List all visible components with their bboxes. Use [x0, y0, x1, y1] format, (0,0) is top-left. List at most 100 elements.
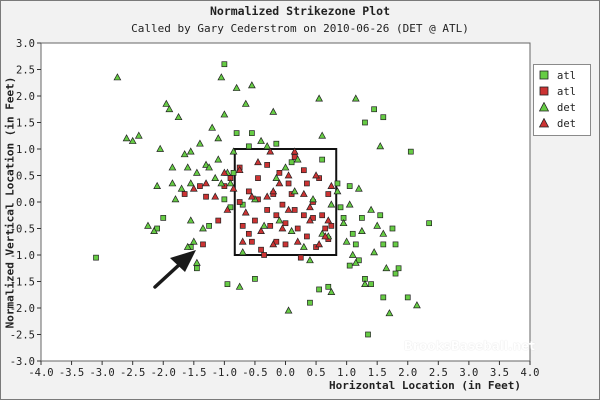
- pitch-point-triangle: [254, 158, 262, 166]
- pitch-point-triangle: [339, 218, 348, 227]
- pitch-point-square: [288, 159, 295, 166]
- pitch-point-square: [371, 106, 377, 113]
- pitch-point-triangle: [413, 301, 421, 309]
- pitch-point-triangle: [269, 240, 278, 248]
- y-tick-label: 3.0: [16, 38, 35, 50]
- pitch-point-triangle: [373, 221, 382, 229]
- pitch-point-triangle: [324, 216, 333, 224]
- chart-title: Normalized Strikezone Plot: [209, 4, 390, 18]
- pitch-point-triangle: [165, 105, 174, 113]
- legend-item: atl: [539, 85, 576, 99]
- pitch-point-triangle: [235, 282, 244, 290]
- pitch-point-square: [365, 331, 371, 338]
- pitch-point-triangle: [214, 155, 223, 163]
- pitch-point-triangle: [235, 165, 244, 174]
- pitch-point-square: [426, 220, 432, 227]
- pitch-point-square: [221, 196, 228, 203]
- legend-label: det: [557, 102, 576, 114]
- pitch-point-triangle: [211, 173, 220, 181]
- y-axis-label: Normalized Vertical Location (in Feet): [3, 76, 17, 329]
- pitch-point-square: [276, 170, 283, 176]
- pitch-point-triangle: [284, 306, 293, 314]
- pitch-point-triangle: [318, 131, 327, 139]
- pitch-point-square: [307, 299, 313, 306]
- pitch-point-square: [392, 241, 399, 248]
- pitch-point-square: [258, 246, 264, 253]
- y-tick-label: -2.0: [10, 303, 35, 315]
- pitch-point-triangle: [263, 142, 272, 150]
- pitch-point-triangle: [370, 248, 379, 256]
- pitch-point-triangle: [351, 258, 360, 266]
- pitch-point-square: [294, 225, 301, 232]
- pitch-point-triangle: [229, 184, 238, 192]
- pitch-point-triangle: [275, 179, 284, 187]
- pitch-point-triangle: [315, 94, 324, 102]
- y-tick-label: 2.0: [16, 91, 35, 103]
- pitch-point-triangle: [232, 83, 241, 91]
- pitch-point-square: [337, 204, 344, 211]
- pitch-point-triangle: [168, 163, 177, 171]
- y-tick-label: -2.5: [10, 330, 35, 342]
- pitch-point-square: [282, 241, 289, 248]
- pitch-point-triangle: [134, 131, 143, 139]
- pitch-point-triangle: [299, 242, 308, 250]
- pitch-point-square: [362, 119, 368, 126]
- legend-item: det: [538, 101, 576, 115]
- pitch-point-triangle: [220, 168, 229, 176]
- x-tick-label: -3.5: [59, 367, 84, 379]
- pitch-point-square: [407, 148, 414, 155]
- pitch-point-square: [261, 252, 267, 258]
- x-tick-label: 3.0: [459, 367, 478, 379]
- x-tick-label: 1.5: [368, 367, 387, 379]
- pitch-point-square: [380, 241, 387, 248]
- pitch-point-triangle: [379, 229, 388, 237]
- pitch-point-square: [267, 223, 274, 229]
- y-tick-label: 2.5: [16, 65, 35, 77]
- y-tick-label: 1.0: [16, 144, 35, 156]
- pitch-point-triangle: [229, 147, 238, 155]
- pitch-point-triangle: [281, 163, 290, 171]
- pitch-point-triangle: [177, 184, 186, 192]
- pitch-point-triangle: [376, 142, 385, 150]
- pitch-point-square: [160, 215, 167, 221]
- pitch-point-square: [389, 225, 396, 232]
- x-tick-label: -0.5: [242, 367, 267, 379]
- pitch-point-square: [334, 180, 341, 187]
- pitch-point-triangle: [351, 94, 360, 102]
- pitch-point-square: [346, 183, 353, 189]
- pitch-point-square: [359, 215, 365, 221]
- pitch-point-triangle: [327, 181, 336, 189]
- pitch-point-triangle: [247, 81, 256, 89]
- pitch-point-triangle: [293, 237, 302, 245]
- strike-zone: [233, 148, 338, 256]
- pitch-point-square: [197, 183, 203, 189]
- y-tick-label: -1.0: [10, 250, 35, 262]
- pitch-point-square: [380, 114, 387, 121]
- pitch-point-triangle: [153, 181, 162, 189]
- pitch-point-square: [221, 61, 228, 68]
- pitch-point-square: [352, 241, 359, 248]
- pitch-point-triangle: [156, 144, 165, 152]
- pitch-point-triangle: [192, 258, 201, 266]
- pitch-point-triangle: [214, 134, 223, 142]
- pitch-point-square: [346, 262, 353, 269]
- pitch-point-triangle: [345, 200, 354, 208]
- pitch-point-square: [181, 191, 188, 197]
- pitch-point-triangle: [168, 179, 177, 187]
- pitch-point-square: [215, 217, 222, 224]
- legend-item: atl: [539, 69, 576, 83]
- pitch-point-triangle: [287, 226, 296, 234]
- pitch-point-triangle: [186, 179, 195, 187]
- pitch-point-triangle: [284, 171, 293, 179]
- pitch-point-square: [319, 212, 326, 219]
- pitch-point-square: [291, 207, 298, 213]
- x-tick-label: 3.5: [490, 367, 509, 379]
- pitch-point-triangle: [266, 147, 275, 155]
- triangle-marker-icon: [538, 101, 550, 115]
- pitch-point-square: [249, 130, 255, 136]
- x-tick-label: 0.0: [276, 367, 295, 379]
- pitch-point-triangle: [299, 189, 308, 197]
- triangle-marker-icon: [538, 117, 550, 131]
- pitch-point-square: [93, 254, 99, 261]
- pitch-point-triangle: [205, 163, 213, 171]
